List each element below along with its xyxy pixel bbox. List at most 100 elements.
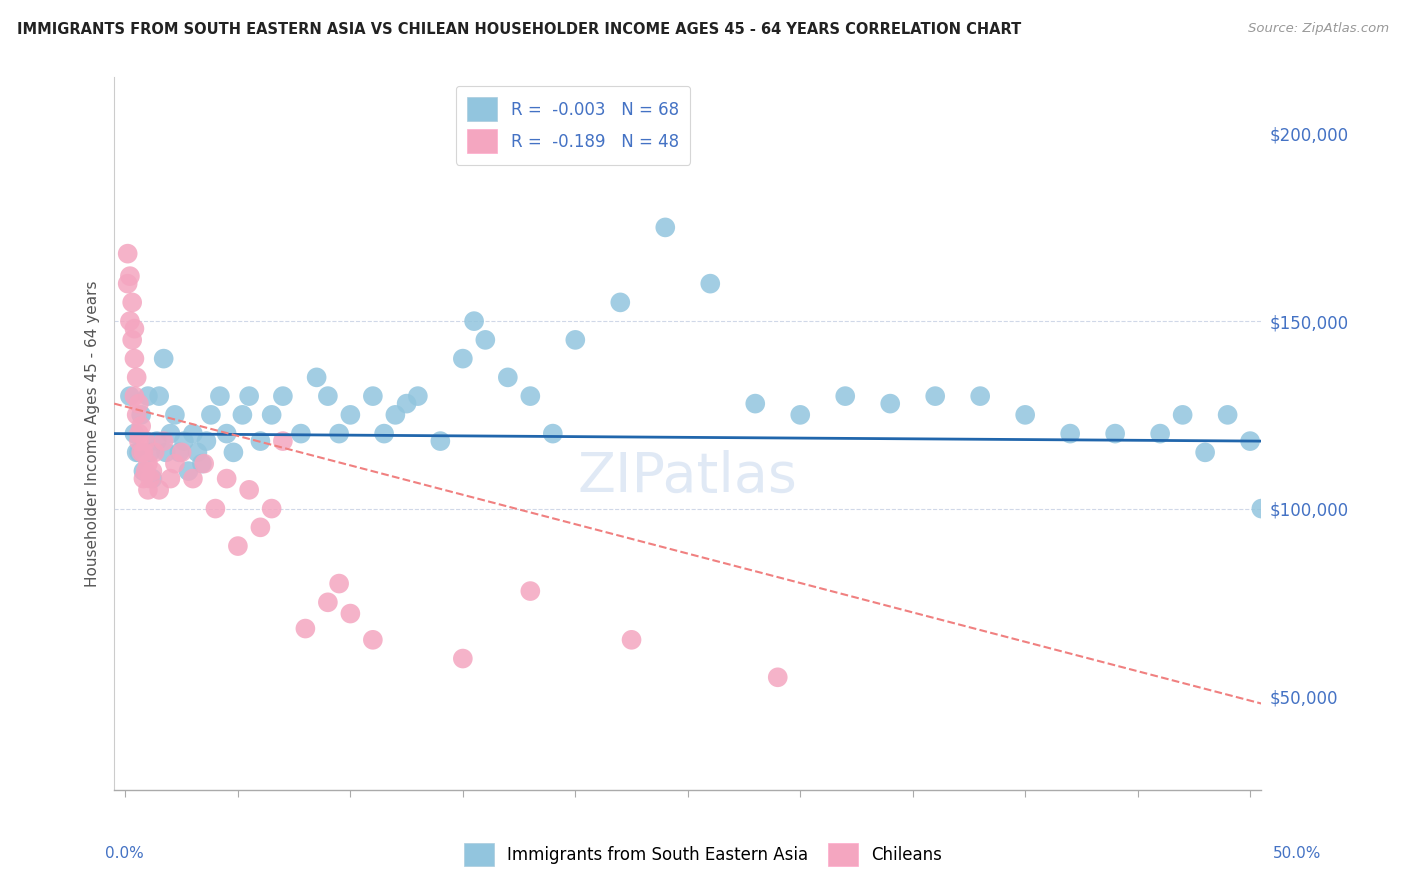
Point (135, 434, 157, 449)
Point (128, 426, 150, 441)
Point (744, 396, 766, 410)
Point (339, 607, 361, 621)
Point (129, 419, 152, 434)
Point (541, 426, 564, 441)
Point (699, 277, 721, 291)
Point (395, 396, 418, 410)
Point (129, 445, 152, 459)
Point (1216, 408, 1239, 422)
Point (125, 445, 148, 459)
Point (1194, 445, 1216, 459)
Point (136, 457, 159, 471)
Text: IMMIGRANTS FROM SOUTH EASTERN ASIA VS CHILEAN HOUSEHOLDER INCOME AGES 45 - 64 YE: IMMIGRANTS FROM SOUTH EASTERN ASIA VS CH… (17, 22, 1021, 37)
Point (117, 246, 139, 260)
Point (451, 351, 474, 366)
Point (519, 389, 541, 403)
Point (204, 501, 226, 516)
Point (124, 389, 146, 403)
Point (125, 408, 148, 422)
Point (316, 389, 339, 403)
Point (1014, 408, 1036, 422)
Point (789, 408, 811, 422)
Point (316, 595, 339, 609)
Point (186, 445, 208, 459)
Point (451, 651, 474, 665)
Point (181, 472, 204, 486)
Text: 50.0%: 50.0% (1274, 846, 1322, 861)
Point (143, 445, 166, 459)
Point (361, 632, 384, 647)
Point (294, 622, 316, 636)
Point (148, 483, 170, 497)
Point (195, 434, 218, 449)
Point (170, 445, 193, 459)
Legend: Immigrants from South Eastern Asia, Chileans: Immigrants from South Eastern Asia, Chil… (457, 836, 949, 873)
Point (305, 370, 328, 384)
Point (146, 434, 169, 449)
Point (177, 464, 200, 478)
Point (328, 576, 350, 591)
Point (564, 333, 586, 347)
Point (238, 483, 260, 497)
Point (200, 408, 222, 422)
Text: Source: ZipAtlas.com: Source: ZipAtlas.com (1249, 22, 1389, 36)
Point (249, 434, 271, 449)
Point (159, 472, 181, 486)
Point (226, 539, 249, 553)
Point (373, 426, 395, 441)
Point (121, 295, 143, 310)
Y-axis label: Householder Income Ages 45 - 64 years: Householder Income Ages 45 - 64 years (86, 280, 100, 587)
Point (879, 396, 901, 410)
Point (519, 584, 541, 599)
Point (924, 389, 946, 403)
Point (222, 445, 245, 459)
Point (290, 426, 312, 441)
Point (163, 408, 186, 422)
Point (155, 445, 177, 459)
Point (215, 426, 238, 441)
Point (208, 389, 231, 403)
Point (474, 333, 496, 347)
Point (249, 520, 271, 534)
Point (132, 445, 155, 459)
Point (132, 472, 155, 486)
Point (132, 464, 155, 478)
Point (129, 408, 152, 422)
Point (191, 457, 214, 471)
Point (128, 434, 150, 449)
Point (766, 670, 789, 684)
Point (463, 314, 485, 328)
Point (328, 426, 350, 441)
Point (124, 351, 146, 366)
Point (139, 472, 162, 486)
Point (620, 632, 643, 647)
Point (406, 389, 429, 403)
Point (1239, 434, 1261, 449)
Point (163, 457, 186, 471)
Legend: R =  -0.003   N = 68, R =  -0.189   N = 48: R = -0.003 N = 68, R = -0.189 N = 48 (456, 86, 690, 165)
Point (260, 501, 283, 516)
Point (834, 389, 856, 403)
Point (384, 408, 406, 422)
Point (271, 434, 294, 449)
Point (141, 472, 163, 486)
Point (136, 389, 159, 403)
Point (231, 408, 253, 422)
Point (969, 389, 991, 403)
Point (181, 426, 204, 441)
Point (125, 370, 148, 384)
Point (260, 408, 283, 422)
Point (1261, 651, 1284, 665)
Point (169, 445, 191, 459)
Point (152, 351, 174, 366)
Point (173, 434, 195, 449)
Point (118, 389, 141, 403)
Point (609, 295, 631, 310)
Point (159, 426, 181, 441)
Point (193, 457, 215, 471)
Point (238, 389, 260, 403)
Point (271, 389, 294, 403)
Point (124, 321, 146, 335)
Point (1171, 408, 1194, 422)
Point (148, 389, 170, 403)
